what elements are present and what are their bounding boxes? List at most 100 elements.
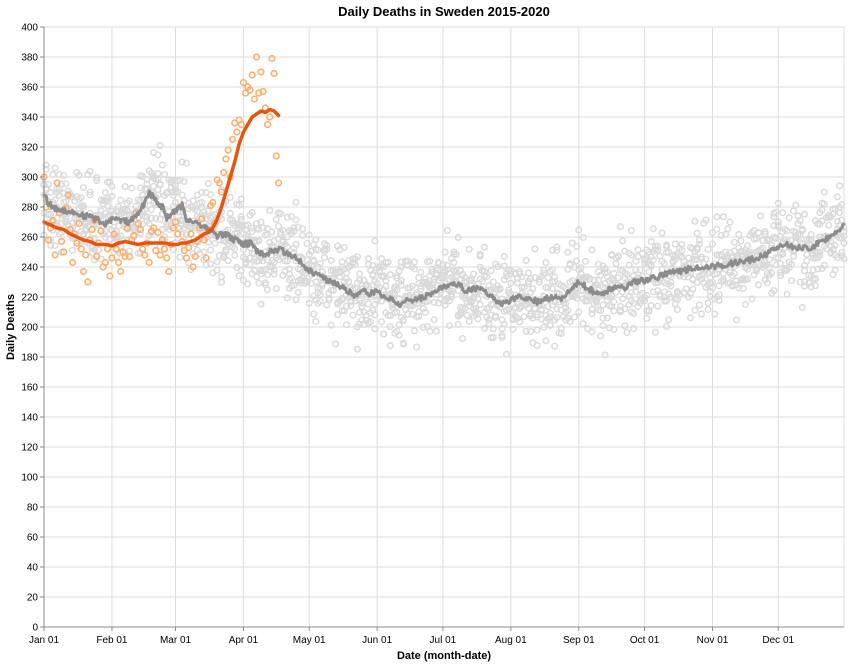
historical-point <box>257 218 265 226</box>
point-2020 <box>57 237 66 246</box>
x-tick-label: Aug 01 <box>495 635 527 646</box>
historical-point <box>568 239 576 247</box>
historical-point <box>161 170 169 178</box>
historical-point <box>649 256 657 264</box>
historical-point <box>551 342 559 350</box>
historical-point <box>404 261 412 269</box>
historical-point <box>483 273 491 281</box>
historical-point <box>566 318 574 326</box>
historical-point <box>93 174 101 182</box>
historical-point <box>207 246 215 254</box>
historical-point <box>125 197 133 205</box>
historical-point <box>801 267 809 275</box>
historical-point <box>299 231 307 239</box>
historical-point <box>489 325 497 333</box>
historical-point <box>270 266 278 274</box>
historical-point <box>816 248 824 256</box>
historical-point <box>255 236 263 244</box>
historical-point <box>627 227 635 235</box>
historical-point <box>283 243 291 251</box>
historical-point <box>378 318 386 326</box>
point-2020 <box>97 227 105 235</box>
x-tick-label: Jan 01 <box>29 635 59 646</box>
historical-point <box>798 304 806 312</box>
historical-point <box>538 306 546 314</box>
historical-point <box>143 180 151 188</box>
historical-point <box>237 195 245 203</box>
historical-point <box>430 316 438 324</box>
historical-point <box>253 220 261 228</box>
point-2020 <box>233 128 241 136</box>
historical-point <box>86 191 94 199</box>
historical-point <box>693 229 701 237</box>
historical-point <box>748 295 756 303</box>
point-2020 <box>259 87 267 96</box>
historical-point <box>101 189 109 197</box>
historical-point <box>568 277 576 285</box>
axes: 0 20 40 60 80 100 120 140 160 180 200 220 240 260 280 3… <box>21 23 844 646</box>
historical-point <box>612 260 620 268</box>
historical-point <box>540 269 548 277</box>
historical-point <box>399 339 407 347</box>
point-2020 <box>200 236 208 244</box>
historical-point <box>649 225 657 233</box>
historical-point <box>790 252 798 260</box>
x-tick-label: May 01 <box>293 635 326 646</box>
historical-point <box>478 277 486 285</box>
historical-point <box>783 290 791 298</box>
historical-point <box>647 302 655 310</box>
historical-point <box>573 242 581 250</box>
historical-point <box>599 314 607 322</box>
historical-point <box>316 260 324 268</box>
historical-point <box>312 278 320 286</box>
point-2020 <box>139 245 147 253</box>
trend-lines <box>42 107 846 309</box>
y-tick-label: 220 <box>21 293 38 304</box>
x-tick-label: Sep 01 <box>563 635 595 646</box>
historical-point <box>410 258 418 266</box>
historical-point <box>58 180 66 188</box>
point-2020 <box>182 254 191 262</box>
historical-point <box>456 311 464 319</box>
historical-point <box>708 240 716 248</box>
historical-point <box>244 280 252 288</box>
historical-point <box>719 213 727 221</box>
historical-point <box>601 351 609 359</box>
historical-point <box>172 198 180 206</box>
historical-point <box>702 255 710 263</box>
y-tick-label: 320 <box>21 143 38 154</box>
historical-point <box>588 310 596 318</box>
historical-point <box>257 300 265 308</box>
historical-point <box>182 159 190 167</box>
historical-point <box>831 205 839 213</box>
historical-point <box>647 238 655 246</box>
historical-point <box>553 243 561 251</box>
historical-point <box>737 237 745 245</box>
historical-point <box>58 219 66 227</box>
historical-point <box>544 274 552 282</box>
point-2020 <box>125 252 134 261</box>
historical-point <box>353 345 361 353</box>
historical-point <box>820 200 828 208</box>
historical-point <box>349 311 357 319</box>
historical-point <box>840 232 848 240</box>
historical-point <box>108 182 116 190</box>
historical-point <box>507 270 515 278</box>
historical-point <box>314 246 322 254</box>
historical-point <box>218 186 226 194</box>
historical-point <box>327 321 335 329</box>
historical-point <box>207 260 215 268</box>
historical-point <box>838 248 846 256</box>
historical-point <box>603 314 611 322</box>
historical-point <box>840 239 848 247</box>
historical-point <box>787 260 795 268</box>
historical-point <box>722 230 730 238</box>
historical-point <box>384 258 392 266</box>
historical-point <box>264 225 272 233</box>
historical-point <box>529 314 537 322</box>
historical-point <box>395 321 403 329</box>
historical-point <box>104 202 112 210</box>
y-tick-label: 300 <box>21 173 38 184</box>
historical-point <box>744 242 752 250</box>
historical-point <box>270 270 278 278</box>
